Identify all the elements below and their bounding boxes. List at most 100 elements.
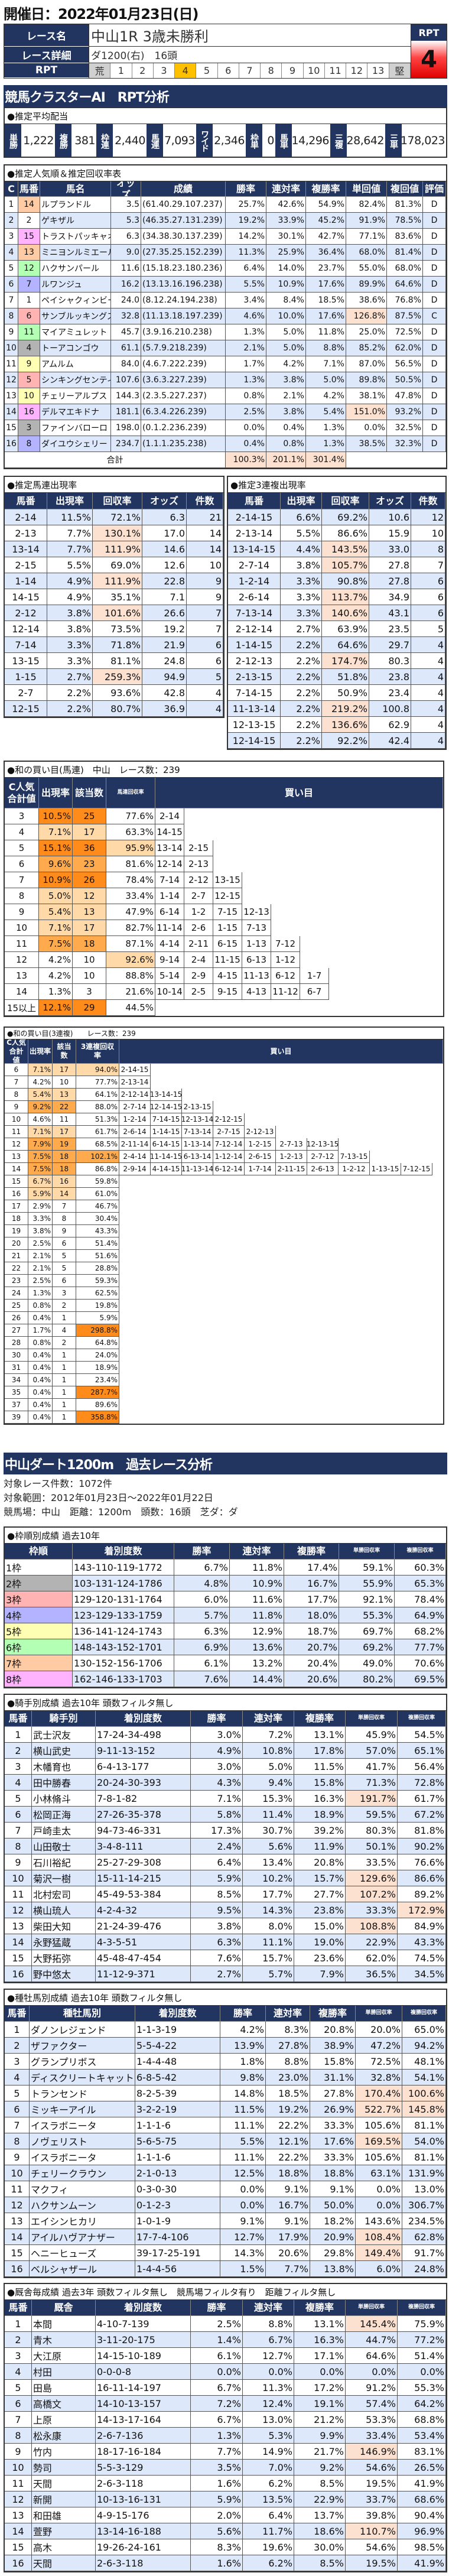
wa_umaren-row: 10 7.1% 17 82.7% 11-14 2-6 1-15 7-13 bbox=[5, 920, 443, 936]
popularity-cell: 1.7% bbox=[226, 356, 266, 372]
umaren-row: 2-13 7.7% 130.1% 17.0 14 bbox=[5, 525, 223, 541]
wa_sanrenpuku-pick: 1-7-14 bbox=[245, 1163, 276, 1175]
umaren-cell: 259.3% bbox=[93, 669, 142, 685]
jockey-cell: 9.5% bbox=[191, 1902, 243, 1918]
sire-cell: 1-4-4-56 bbox=[135, 2261, 220, 2277]
wa_sanrenpuku-cell: 4.6% bbox=[28, 1113, 53, 1126]
popularity-title: ●推定人気順＆推定回収率表 bbox=[5, 165, 446, 181]
umaren-cell: 7 bbox=[187, 605, 223, 621]
trainer-cell: 57.4% bbox=[346, 2396, 398, 2412]
popularity-cell: 82.4% bbox=[346, 197, 387, 213]
trainer-cell: 110.7% bbox=[346, 2523, 398, 2539]
trainer-cell: 51.4% bbox=[398, 2348, 446, 2364]
umaren-cell: 2-15 bbox=[5, 557, 47, 573]
wa_sanrenpuku-row: 6 7.1% 17 94.0% 2-14-15 bbox=[5, 1064, 443, 1076]
frame_stats-row: 2枠 103-131-124-1786 4.8% 10.9% 16.7% 55.9% 65.… bbox=[5, 1576, 446, 1591]
umaren-cell: 19.2 bbox=[142, 621, 187, 637]
sire-cell: 13.8% bbox=[310, 2261, 356, 2277]
wa_sanrenpuku-cell: 88.0% bbox=[76, 1101, 119, 1113]
wa_sanrenpuku-cell: 4.2% bbox=[28, 1076, 53, 1089]
wa_sanrenpuku-cell: 8 bbox=[53, 1213, 76, 1225]
umaren-cell: 2.2% bbox=[47, 701, 93, 717]
wa_umaren-cell: 29 bbox=[73, 1000, 106, 1016]
wa_sanrenpuku-row: 13 7.5% 18 102.1% 2-4-14 11-14-15 6-13-14 1-12-… bbox=[5, 1151, 443, 1163]
sanrenpuku-rate-table: ●推定3連複出現率 馬番 出現率 回収率 オッズ 件数 2-14-15 6.6% 69.2% 10… bbox=[227, 476, 447, 750]
frame_stats-cell: 6.7% bbox=[174, 1560, 230, 1576]
frame_stats-cell: 55.3% bbox=[339, 1607, 395, 1623]
sire-cell: 29.8% bbox=[310, 2245, 356, 2261]
popularity-cell: 16.2 bbox=[111, 277, 141, 293]
jockey-cell: 9 bbox=[5, 1854, 32, 1870]
trainer-header-row: 馬番 厩舎 着別度数 勝率 連対率 複勝率 単勝回収率 複勝回収率 bbox=[5, 2300, 446, 2316]
sanrenpuku-header-cell: 回収率 bbox=[322, 493, 369, 509]
sanrenpuku-header-cell: オッズ bbox=[369, 493, 411, 509]
trainer-cell: 13.5% bbox=[243, 2491, 294, 2507]
trainer-cell: 26.5% bbox=[398, 2460, 446, 2476]
wa_umaren-cell: 10 bbox=[5, 920, 39, 936]
umaren-cell: 2-14 bbox=[5, 509, 47, 525]
umaren-cell: 4.9% bbox=[47, 589, 93, 605]
frame_stats-cell: 92.1% bbox=[339, 1591, 395, 1607]
trainer-cell: 14-10-13-157 bbox=[96, 2396, 191, 2412]
umaren-cell: 36.9 bbox=[142, 701, 187, 717]
sanrenpuku-header-cell: 馬番 bbox=[228, 493, 281, 509]
wa_umaren-cell: 87.1% bbox=[106, 936, 155, 952]
sire-cell: 7.7% bbox=[266, 2261, 310, 2277]
wa_sanrenpuku-cell: 5.9% bbox=[76, 1312, 119, 1324]
wa_umaren-cell: 15.1% bbox=[39, 840, 73, 856]
wa_umaren-pick: 2-7 bbox=[184, 888, 213, 904]
sanrenpuku-cell: 2.7% bbox=[281, 621, 322, 637]
popularity-cell: (27.35.25.152.239) bbox=[141, 245, 226, 261]
wa_sanrenpuku-cell: 6 bbox=[53, 1237, 76, 1250]
trainer-cell: 12 bbox=[5, 2491, 32, 2507]
popularity-cell: 14 bbox=[18, 197, 40, 213]
jockey-cell: 田中勝春 bbox=[32, 1775, 96, 1791]
popularity-cell: 2 bbox=[5, 213, 18, 229]
wa_umaren-pick: 2-4 bbox=[184, 952, 213, 968]
popularity-cell: 5.5% bbox=[226, 277, 266, 293]
umaren-cell: 13-14 bbox=[5, 541, 47, 557]
umaren-header-cell: 回収率 bbox=[93, 493, 142, 509]
jockey-cell: 3-4-8-111 bbox=[96, 1838, 191, 1854]
frame_stats-row: 1枠 143-110-119-1772 6.7% 11.8% 17.4% 59.1% 60.… bbox=[5, 1560, 446, 1576]
jockey-cell: 71.3% bbox=[346, 1775, 398, 1791]
rpt-scale-cell: 3 bbox=[154, 63, 175, 78]
wa_sanrenpuku-cell: 2.5% bbox=[28, 1275, 53, 1287]
popularity-cell: 84.0 bbox=[111, 356, 141, 372]
popularity-header-cell: 馬番 bbox=[18, 181, 40, 197]
popularity-cell: 4.6% bbox=[226, 308, 266, 324]
frame_stats-cell: 1枠 bbox=[5, 1560, 73, 1576]
jockey-cell: 3.8% bbox=[191, 1918, 243, 1934]
jockey-cell: 11-12-9-371 bbox=[96, 1966, 191, 1982]
wa_sanrenpuku-cell: 1 bbox=[53, 1312, 76, 1324]
jockey-header-cell: 馬番 bbox=[5, 1711, 32, 1727]
popularity-cell: D bbox=[423, 261, 446, 277]
popularity-cell: 4 bbox=[5, 245, 18, 261]
jockey-cell: 17.7% bbox=[243, 1886, 294, 1902]
wa_sanrenpuku-row: 10 4.6% 11 51.3% 1-2-14 7-14-15 12-13-14 2-12-1… bbox=[5, 1113, 443, 1126]
popularity-cell: 234.7 bbox=[111, 436, 141, 452]
wa_sanrenpuku-cell: 17 bbox=[5, 1200, 28, 1213]
sire-cell: 13 bbox=[5, 2213, 30, 2229]
sanrenpuku-header-cell: 件数 bbox=[411, 493, 445, 509]
sanrenpuku-header-row: 馬番 出現率 回収率 オッズ 件数 bbox=[228, 493, 445, 509]
trainer-cell: 2-6-3-118 bbox=[96, 2476, 191, 2491]
trainer-cell: 天間 bbox=[32, 2555, 96, 2571]
jockey-cell: 11.5% bbox=[294, 1759, 346, 1775]
wa_umaren-pick: 1-2 bbox=[184, 904, 213, 920]
popularity-row: 7 1 ペイシャクィンビー 24.0 (8.12.24.194.238) 3.4% 8.4%… bbox=[5, 293, 446, 308]
sanrenpuku-row: 7-14-15 2.2% 50.9% 23.4 4 bbox=[228, 685, 445, 701]
umaren-row: 2-15 5.5% 69.0% 12.6 10 bbox=[5, 557, 223, 573]
sire-cell: 145.8% bbox=[402, 2101, 446, 2117]
popularity-cell: 9.0 bbox=[111, 245, 141, 261]
jockey-cell: 27.7% bbox=[294, 1886, 346, 1902]
popularity-header-cell: 馬名 bbox=[40, 181, 111, 197]
sire-cell: 1.5% bbox=[220, 2261, 266, 2277]
wa_sanrenpuku-cell: 51.4% bbox=[76, 1237, 119, 1250]
frame_stats-cell: 13.2% bbox=[230, 1655, 284, 1671]
sanrenpuku-row: 2-14-15 6.6% 69.2% 10.6 12 bbox=[228, 509, 445, 525]
jockey-row: 5 小林脩斗 7-8-1-82 7.1% 15.3% 16.3% 191.7% 61.7% bbox=[5, 1791, 446, 1807]
wa_umaren-pick: 11-14 bbox=[155, 920, 184, 936]
popularity-cell: ダイユウシェリー bbox=[40, 436, 111, 452]
popularity-cell: (1.1.1.235.238) bbox=[141, 436, 226, 452]
